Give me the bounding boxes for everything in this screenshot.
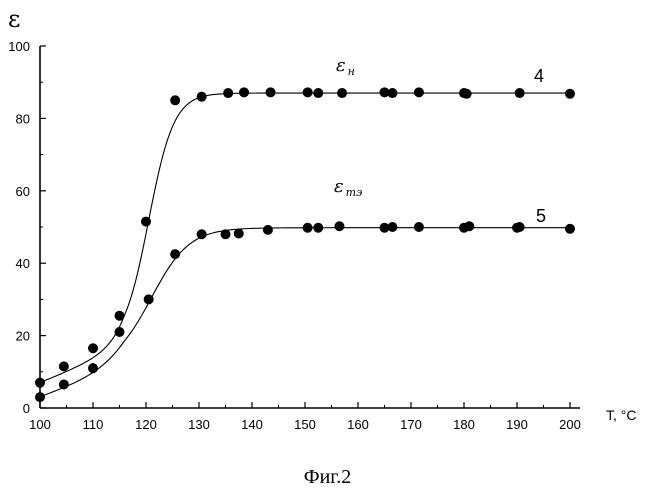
series-5-point — [144, 294, 154, 304]
y-tick-label: 80 — [16, 111, 30, 126]
series-5-point — [515, 222, 525, 232]
x-tick-label: 160 — [347, 417, 369, 432]
series-5-curve-label: εтэ — [334, 176, 362, 199]
y-tick-label: 0 — [23, 401, 30, 416]
series-5-point — [303, 223, 313, 233]
series-5-point — [263, 225, 273, 235]
x-tick-label: 180 — [453, 417, 475, 432]
series-5-point — [565, 224, 575, 234]
series-5-point — [59, 379, 69, 389]
series-5-point — [35, 392, 45, 402]
x-tick-label: 190 — [506, 417, 528, 432]
y-tick-label: 20 — [16, 329, 30, 344]
series-4-point — [88, 343, 98, 353]
series-5-number: 5 — [536, 206, 546, 226]
series-4-point — [170, 95, 180, 105]
x-tick-label: 150 — [294, 417, 316, 432]
series-4-point — [337, 88, 347, 98]
series-4-point — [35, 378, 45, 388]
series-5-point — [313, 223, 323, 233]
series-4-point — [115, 311, 125, 321]
series-5-point — [334, 221, 344, 231]
series-5-point — [221, 229, 231, 239]
series-4-point — [141, 217, 151, 227]
series-5-point — [170, 249, 180, 259]
figure-caption: Фиг.2 — [0, 466, 655, 489]
series-4-point — [266, 87, 276, 97]
series-4-point — [197, 92, 207, 102]
series-4-point — [565, 89, 575, 99]
series-4-curve-label: εн — [336, 55, 355, 78]
series-4-point — [59, 361, 69, 371]
series-4-curve — [40, 93, 570, 383]
y-tick-label: 100 — [8, 39, 30, 54]
series-5-point — [197, 229, 207, 239]
y-axis-title: ε — [8, 5, 20, 33]
series-5-point — [234, 229, 244, 239]
series-5-point — [115, 327, 125, 337]
series-4-point — [239, 87, 249, 97]
y-tick-label: 40 — [16, 256, 30, 271]
series-4-point — [515, 88, 525, 98]
series-4-point — [313, 88, 323, 98]
x-tick-label: 110 — [83, 417, 104, 432]
x-axis-title: T, °C — [606, 407, 637, 423]
x-tick-label: 170 — [400, 417, 422, 432]
series-4-point — [387, 88, 397, 98]
series-5-point — [88, 363, 98, 373]
x-tick-label: 140 — [241, 417, 263, 432]
series-4-point — [462, 89, 472, 99]
x-tick-label: 120 — [135, 417, 157, 432]
series-4-point — [303, 87, 313, 97]
series-4-point — [223, 88, 233, 98]
y-tick-label: 60 — [16, 184, 30, 199]
series-5-point — [414, 222, 424, 232]
x-tick-label: 130 — [188, 417, 210, 432]
series-5-point — [464, 221, 474, 231]
series-5-point — [387, 222, 397, 232]
x-tick-label: 200 — [559, 417, 581, 432]
series-4-point — [414, 87, 424, 97]
series-4-number: 4 — [534, 66, 544, 86]
x-tick-label: 100 — [29, 417, 51, 432]
